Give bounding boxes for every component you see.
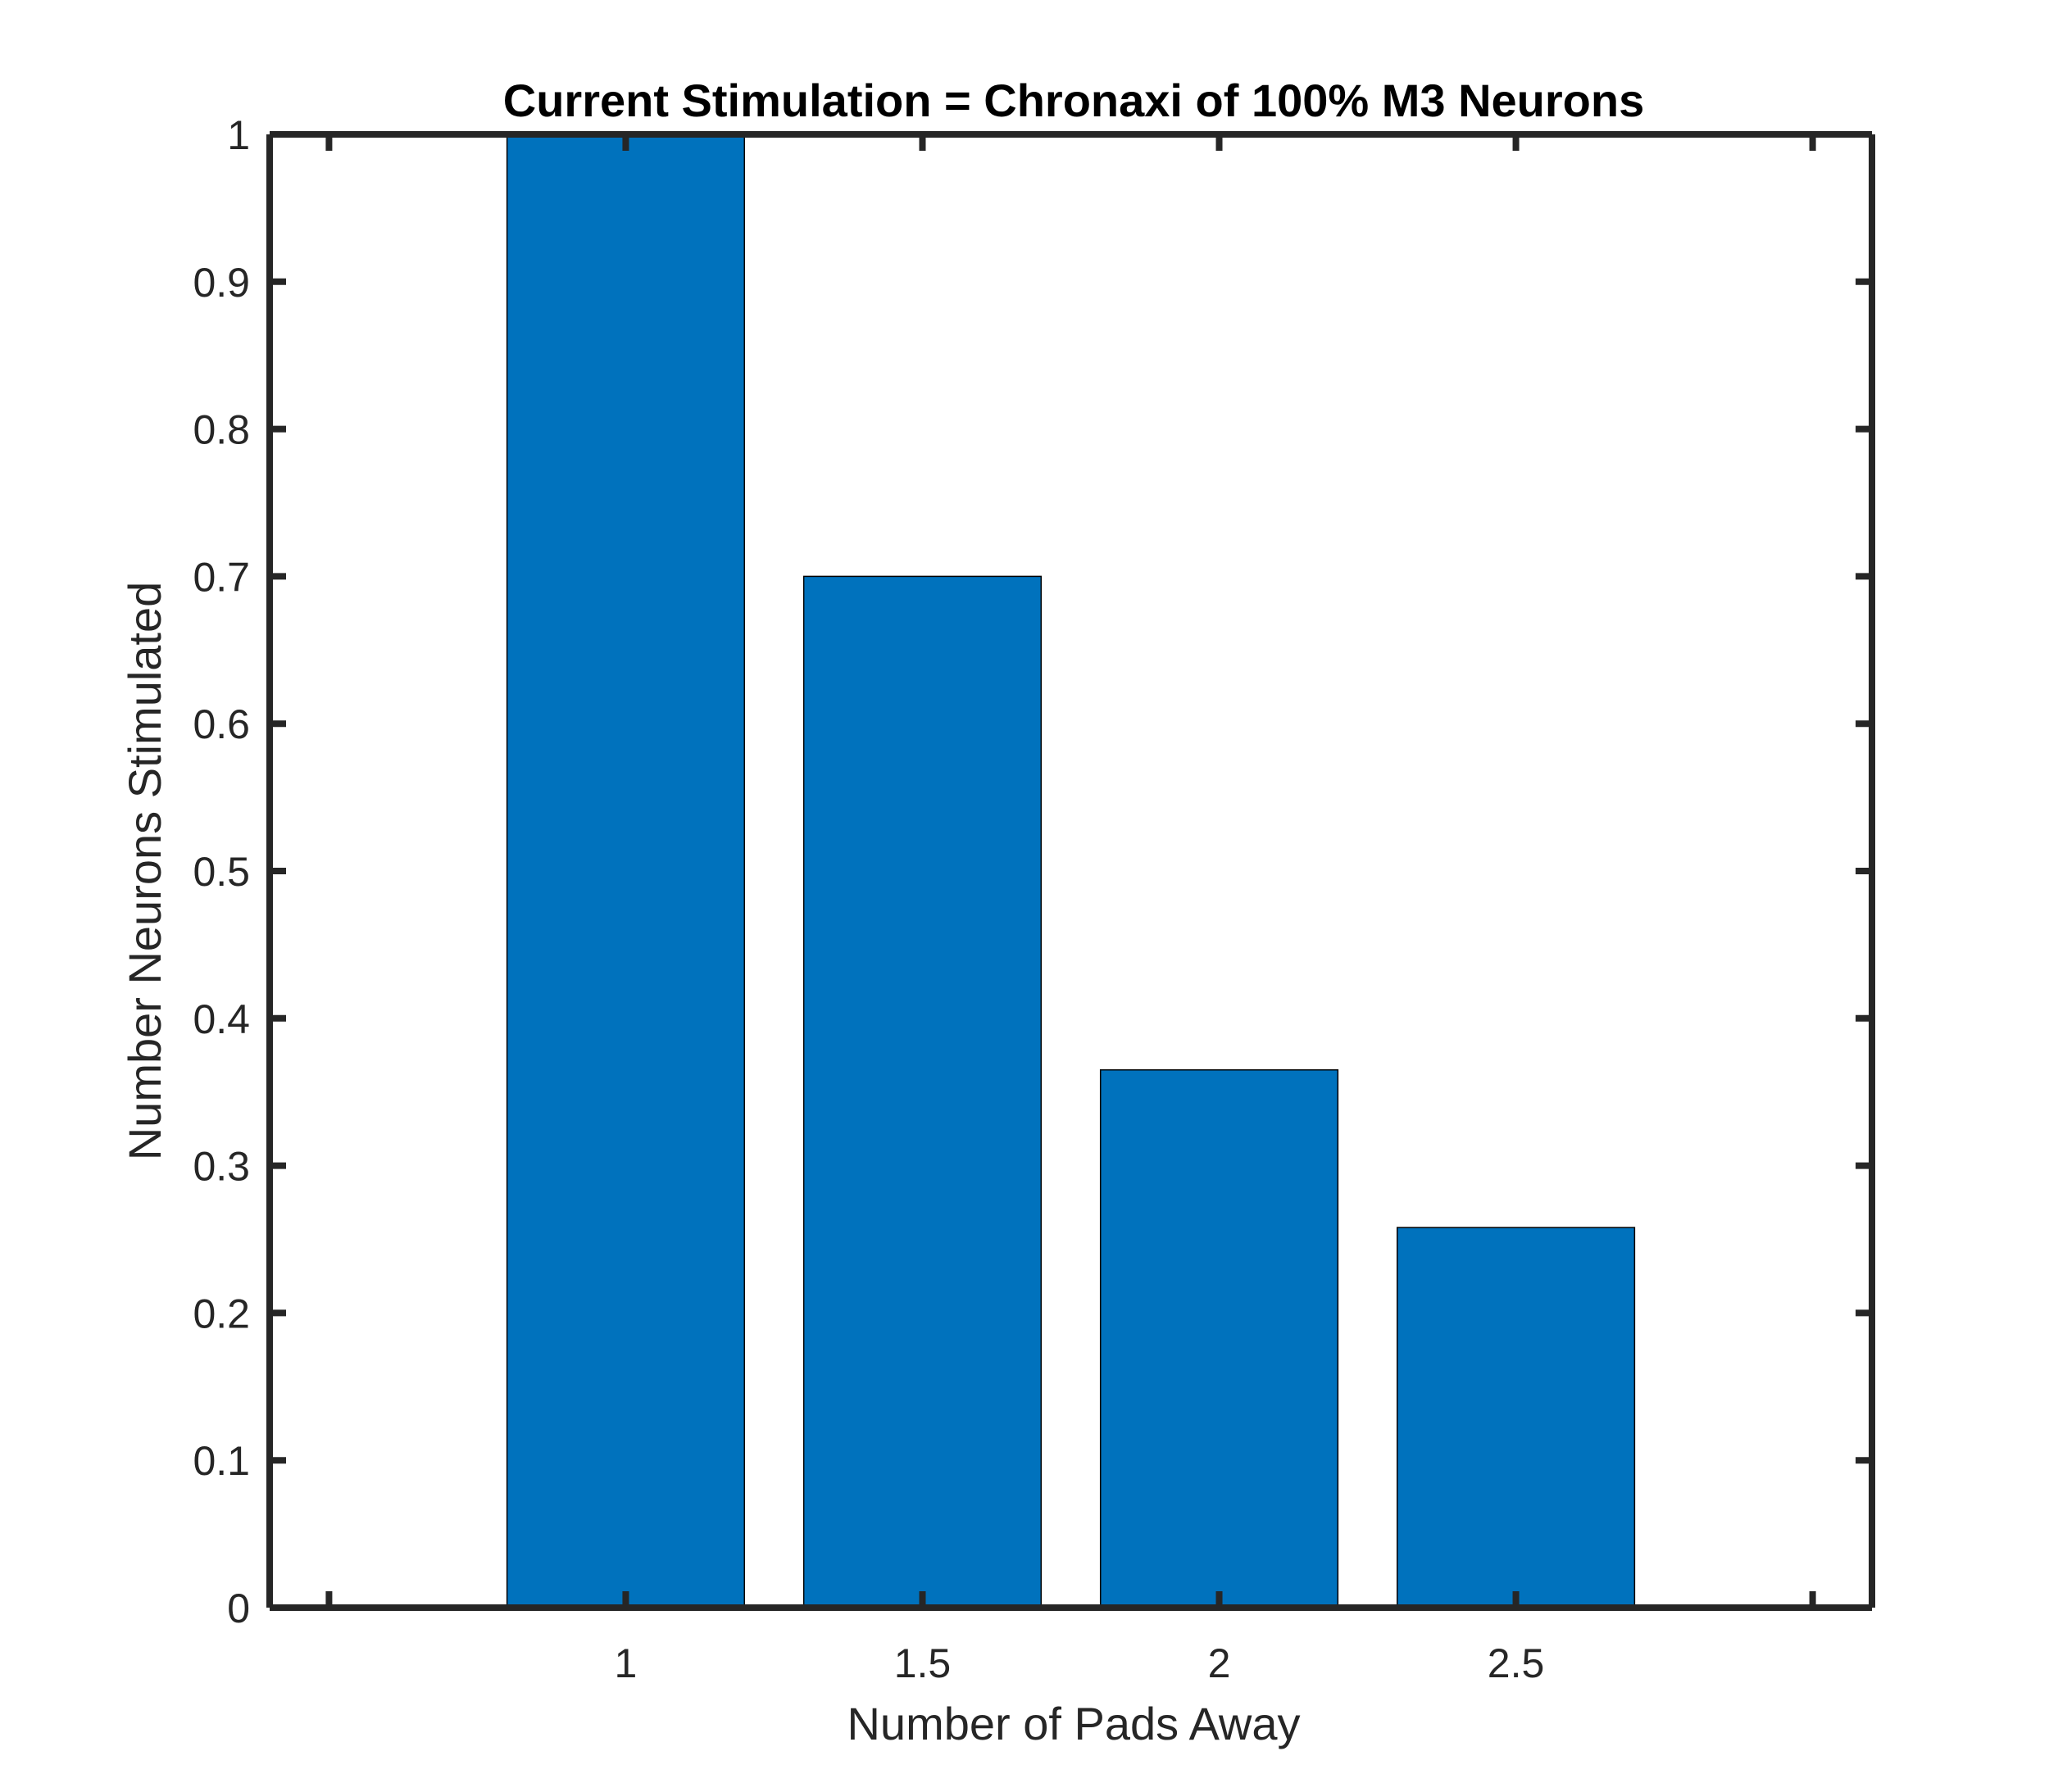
ticks-layer: 0 0.1 0.2 0.3 0.4 0.5 0.6 0.7 0.8 0.9 1 1 1.5 2 2.5 (193, 112, 1872, 1686)
y-tick-label: 0.2 (193, 1291, 250, 1336)
x-tick-label: 1.5 (894, 1640, 952, 1686)
bar-2 (1099, 1068, 1339, 1608)
y-tick-label: 0.5 (193, 849, 250, 895)
bar-1-5 (802, 575, 1043, 1608)
y-tick-label: 0.3 (193, 1144, 250, 1190)
x-tick-label: 2 (1208, 1640, 1231, 1686)
y-tick-label: 0.7 (193, 554, 250, 600)
y-tick-label: 0.4 (193, 996, 250, 1042)
y-tick-label: 0.6 (193, 701, 250, 747)
y-tick-label: 0.9 (193, 260, 250, 306)
y-axis-label: Number Neurons Stimulated (119, 582, 170, 1161)
bar-2-5 (1396, 1227, 1636, 1608)
x-axis-label: Number of Pads Away (847, 1698, 1300, 1749)
y-tick-label: 0 (227, 1586, 250, 1631)
bar-1 (506, 134, 746, 1608)
bars-layer (506, 134, 1636, 1608)
x-tick-label: 1 (615, 1640, 638, 1686)
y-tick-label: 0.8 (193, 407, 250, 453)
x-tick-label: 2.5 (1488, 1640, 1545, 1686)
y-tick-label: 1 (227, 112, 250, 158)
chart-title: Current Stimulation = Chronaxi of 100% M… (503, 75, 1644, 126)
y-tick-label: 0.1 (193, 1438, 250, 1484)
